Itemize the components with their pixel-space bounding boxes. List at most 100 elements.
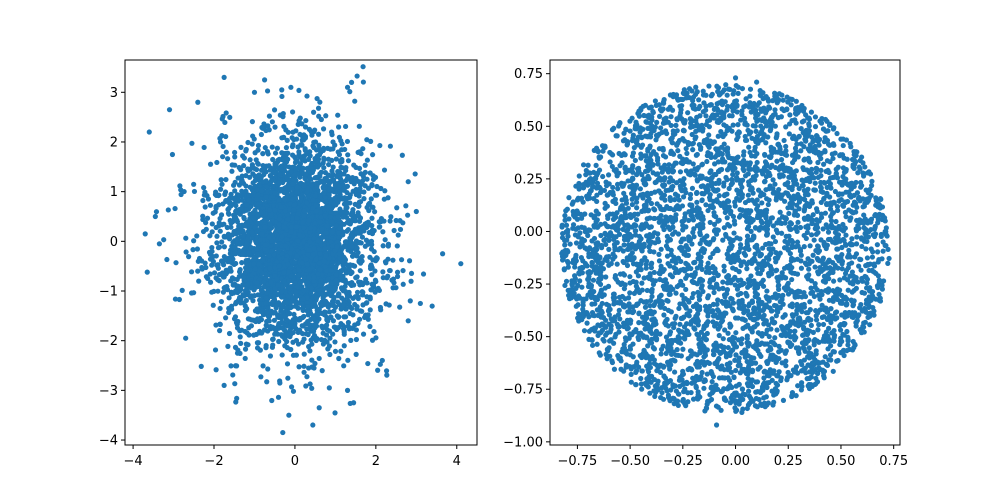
scatter-point — [290, 181, 296, 187]
scatter-point — [255, 292, 261, 298]
scatter-point — [365, 241, 371, 247]
scatter-point — [360, 173, 366, 179]
scatter-panel-right: −0.75 −0.50 −0.25 0.00 0.25 0.50 0.75−1.00−0.7… — [503, 59, 908, 469]
scatter-point — [276, 216, 283, 222]
scatter-point — [357, 316, 363, 322]
scatter-point — [222, 256, 228, 263]
scatter-point — [262, 242, 269, 248]
scatter-point — [290, 142, 296, 148]
scatter-point — [249, 141, 255, 147]
scatter-point — [301, 137, 307, 143]
scatter-point — [305, 252, 311, 258]
scatter-point — [307, 153, 313, 159]
scatter-point — [400, 281, 406, 287]
scatter-point — [223, 149, 229, 155]
scatter-point — [783, 143, 789, 150]
scatter-point — [352, 294, 358, 300]
scatter-point — [321, 165, 327, 171]
scatter-point — [333, 173, 340, 179]
scatter-point — [716, 332, 722, 339]
scatter-point — [320, 147, 326, 153]
scatter-point — [268, 242, 275, 249]
scatter-point — [253, 157, 259, 163]
scatter-point — [318, 278, 324, 284]
scatter-point — [242, 355, 248, 362]
scatter-point — [350, 233, 356, 239]
scatter-point — [301, 369, 307, 375]
scatter-point — [351, 251, 357, 257]
scatter-point — [243, 240, 250, 246]
scatter-point — [341, 302, 347, 308]
scatter-point — [230, 195, 237, 202]
scatter-point — [279, 93, 285, 100]
scatter-point — [219, 133, 225, 139]
scatter-point — [251, 216, 257, 222]
scatter-point — [261, 284, 267, 290]
scatter-point — [339, 158, 345, 165]
scatter-point — [207, 202, 214, 208]
scatter-point — [634, 205, 640, 211]
scatter-point — [298, 193, 304, 199]
scatter-point — [272, 190, 278, 196]
scatter-point — [326, 385, 332, 391]
scatter-point — [164, 256, 170, 263]
scatter-point — [365, 221, 371, 228]
scatter-point — [282, 242, 289, 249]
scatter-point — [222, 189, 229, 195]
scatter-point — [658, 351, 664, 357]
scatter-point — [719, 89, 726, 95]
scatter-point — [747, 86, 754, 92]
scatter-point — [300, 219, 306, 225]
scatter-point — [400, 220, 406, 226]
scatter-point — [341, 213, 347, 220]
scatter-point — [761, 395, 767, 401]
scatter-point — [291, 202, 297, 208]
scatter-point — [302, 175, 308, 181]
scatter-point — [357, 149, 363, 155]
scatter-point — [270, 156, 276, 163]
scatter-point — [243, 207, 250, 213]
y-tick-label: 0 — [110, 235, 118, 250]
scatter-point — [234, 325, 241, 331]
scatter-point — [394, 269, 401, 275]
scatter-point — [272, 285, 278, 292]
scatter-point — [244, 202, 250, 208]
scatter-point — [347, 89, 353, 95]
scatter-point — [339, 196, 345, 202]
scatter-point — [259, 124, 265, 131]
scatter-point — [350, 312, 356, 318]
scatter-point — [281, 134, 287, 140]
scatter-point — [309, 357, 315, 363]
scatter-point — [233, 202, 239, 209]
scatter-point — [344, 190, 350, 196]
scatter-point — [144, 269, 150, 275]
scatter-point — [336, 134, 342, 140]
scatter-point — [224, 224, 230, 231]
scatter-point — [297, 232, 303, 238]
scatter-point — [325, 156, 332, 162]
scatter-point — [266, 163, 272, 169]
scatter-point — [239, 327, 245, 333]
scatter-point — [317, 219, 324, 225]
scatter-point — [274, 164, 280, 170]
scatter-point — [611, 366, 618, 372]
scatter-point — [241, 163, 247, 169]
scatter-point — [231, 228, 237, 235]
scatter-point — [254, 345, 261, 351]
scatter-point — [608, 323, 614, 329]
scatter-point — [286, 412, 292, 418]
scatter-point — [325, 276, 331, 283]
scatter-point — [372, 209, 378, 215]
scatter-point — [235, 230, 242, 236]
scatter-points — [142, 64, 464, 436]
scatter-point — [357, 186, 363, 192]
scatter-point — [262, 224, 268, 230]
scatter-point — [458, 261, 464, 267]
scatter-point — [260, 179, 266, 185]
scatter-point — [364, 204, 370, 211]
scatter-point — [165, 207, 171, 213]
scatter-point — [279, 288, 285, 295]
scatter-point — [239, 188, 245, 194]
scatter-point — [238, 340, 244, 346]
scatter-point — [256, 261, 262, 267]
